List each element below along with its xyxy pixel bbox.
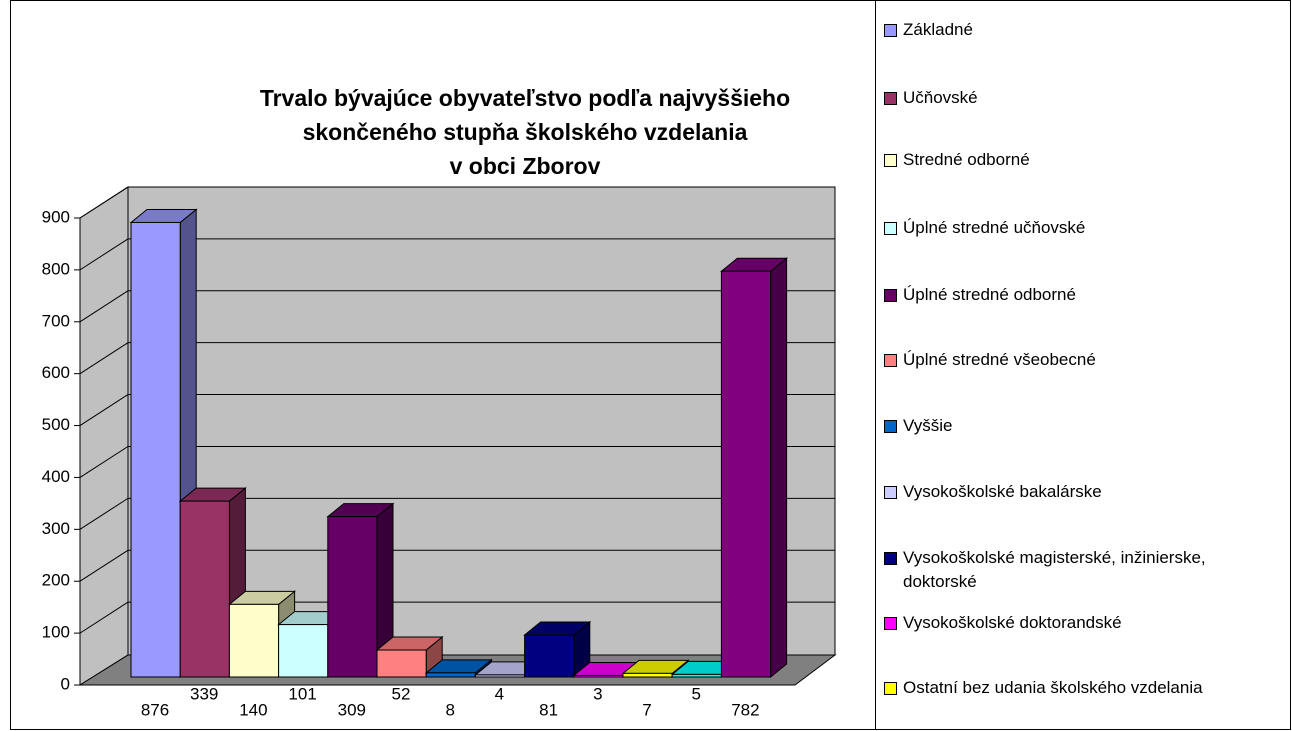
legend-item: Základné [884, 18, 1284, 42]
legend-label: Ostatní bez udania školského vzdelania [903, 678, 1203, 697]
legend-label: Vyššie [903, 416, 953, 435]
legend-label: Úplné stredné učňovské [903, 218, 1086, 237]
grid-line [79, 290, 835, 323]
grid-line [79, 186, 835, 219]
chart-title: v obci Zborov [450, 153, 601, 179]
chart-border [10, 0, 1291, 730]
value-label: 4 [495, 684, 504, 703]
legend-label: Vysokoškolské magisterské, inžinierske, … [903, 548, 1206, 591]
bar [720, 270, 772, 678]
legend-label: Stredné odborné [903, 150, 1030, 169]
chart-title: Trvalo bývajúce obyvateľstvo podľa najvy… [260, 85, 790, 111]
grid-line [79, 497, 835, 530]
bar [524, 634, 575, 678]
bar [376, 649, 427, 678]
value-label: 309 [338, 700, 366, 719]
chart-title: skončeného stupňa školského vzdelania [303, 119, 748, 145]
legend-item: Vysokoškolské doktorandské [884, 611, 1284, 635]
legend-swatch [884, 486, 897, 499]
bar [622, 672, 673, 678]
bar [425, 672, 476, 678]
legend-label: Úplné stredné odborné [903, 285, 1076, 304]
legend-label: Učňovské [903, 88, 978, 107]
legend-item: Stredné odborné [884, 148, 1284, 172]
value-label: 782 [731, 700, 759, 719]
legend-swatch [884, 24, 897, 37]
legend-item: Ostatní bez udania školského vzdelania [884, 676, 1284, 700]
grid-line [79, 342, 835, 375]
value-label: 101 [288, 684, 316, 703]
legend-label: Vysokoškolské doktorandské [903, 613, 1122, 632]
legend-swatch [884, 354, 897, 367]
value-label: 140 [239, 700, 267, 719]
legend-label: Úplné stredné všeobecné [903, 350, 1096, 369]
bar [573, 674, 624, 678]
value-label: 5 [691, 684, 700, 703]
legend-item: Vysokoškolské magisterské, inžinierske, … [884, 546, 1284, 594]
bar [179, 500, 230, 678]
value-label: 7 [642, 700, 651, 719]
legend-swatch [884, 222, 897, 235]
legend-item: Vysokoškolské bakalárske [884, 480, 1284, 504]
bar [474, 674, 526, 678]
legend-swatch [884, 420, 897, 433]
value-label: 876 [141, 700, 169, 719]
legend-item: Úplné stredné odborné [884, 283, 1284, 307]
grid-line [79, 601, 835, 634]
value-label: 52 [392, 684, 411, 703]
legend-swatch [884, 617, 897, 630]
legend-item: Úplné stredné všeobecné [884, 348, 1284, 372]
y-tick-label: 400 [42, 467, 70, 486]
y-tick-label: 200 [42, 571, 70, 590]
y-tick-label: 800 [42, 259, 70, 278]
value-label: 8 [445, 700, 454, 719]
grid-line [79, 549, 835, 582]
bar [278, 624, 329, 678]
legend: Základné Učňovské Stredné odborné Úplné str… [875, 0, 1292, 730]
bar [327, 516, 378, 678]
bar-side [770, 257, 788, 679]
grid-line [79, 394, 835, 426]
value-label: 81 [539, 700, 558, 719]
legend-swatch [884, 154, 897, 167]
legend-swatch [884, 289, 897, 302]
bar [130, 221, 181, 678]
legend-item: Vyššie [884, 414, 1284, 438]
value-label: 3 [593, 684, 602, 703]
legend-item: Úplné stredné učňovské [884, 216, 1284, 240]
bar [671, 673, 722, 678]
grid-line [79, 445, 835, 478]
side-wall [79, 186, 129, 686]
y-tick-label: 900 [42, 207, 70, 226]
legend-swatch [884, 682, 897, 695]
legend-swatch [884, 92, 897, 105]
y-tick-label: 300 [42, 519, 70, 538]
y-tick-label: 600 [42, 363, 70, 382]
grid-line [79, 238, 835, 271]
y-tick-label: 500 [42, 415, 70, 434]
y-tick-label: 100 [42, 623, 70, 642]
y-tick-label: 700 [42, 311, 70, 330]
legend-label: Základné [903, 20, 973, 39]
bar [228, 603, 280, 678]
legend-label: Vysokoškolské bakalárske [903, 482, 1102, 501]
legend-swatch [884, 552, 897, 565]
y-tick-label: 0 [61, 674, 70, 693]
value-label: 339 [190, 684, 218, 703]
legend-item: Učňovské [884, 86, 1284, 110]
